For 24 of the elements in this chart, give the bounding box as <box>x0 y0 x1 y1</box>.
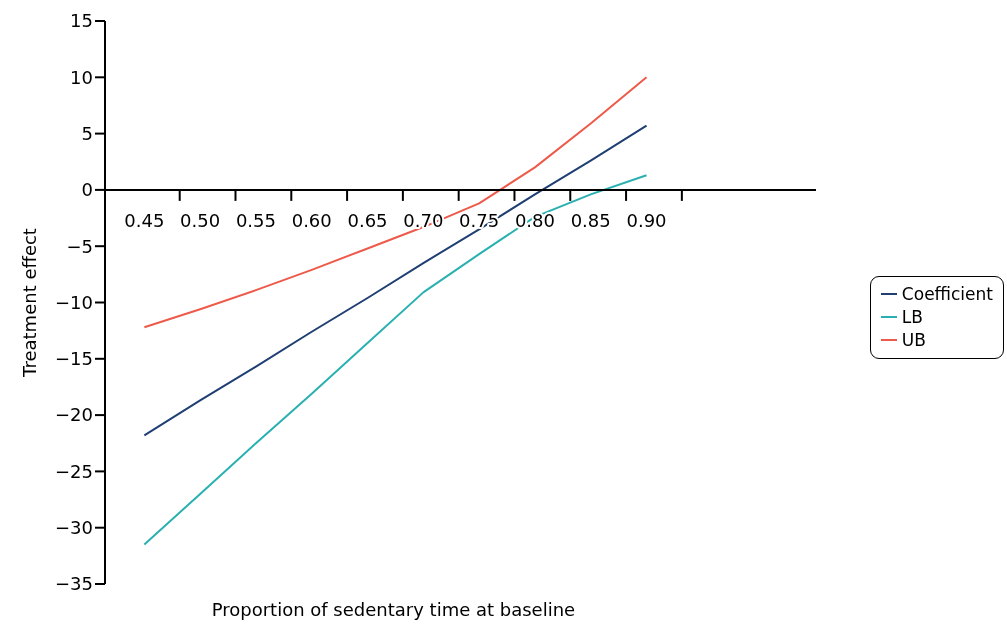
x-tick-label: 0.70 <box>403 209 444 231</box>
legend-label: UB <box>901 328 926 352</box>
x-tick-label: 0.60 <box>291 209 332 231</box>
y-tick-label: −5 <box>66 235 93 257</box>
x-tick-label: 0.45 <box>124 209 165 231</box>
y-tick-label: 15 <box>70 10 93 32</box>
x-tick-label: 0.90 <box>626 209 667 231</box>
y-tick-label: 5 <box>81 122 93 144</box>
y-tick-label: −25 <box>55 460 93 482</box>
x-tick-label: 0.85 <box>570 209 611 231</box>
legend-label: LB <box>901 305 923 329</box>
x-tick-label: 0.55 <box>235 209 276 231</box>
legend-label: Coefficient <box>901 282 993 306</box>
y-tick-label: −20 <box>55 404 93 426</box>
x-axis-title: Proportion of sedentary time at baseline <box>211 599 576 620</box>
y-tick-label: −30 <box>55 517 93 539</box>
x-tick-label: 0.65 <box>347 209 388 231</box>
y-tick-label: −15 <box>55 348 93 370</box>
y-tick-label: 10 <box>70 66 93 88</box>
y-tick-label: −35 <box>55 573 93 595</box>
y-tick-label: 0 <box>81 179 93 201</box>
x-tick-label: 0.50 <box>180 209 221 231</box>
y-tick-label: −10 <box>55 291 93 313</box>
y-axis-title: Treatment effect <box>19 228 41 378</box>
